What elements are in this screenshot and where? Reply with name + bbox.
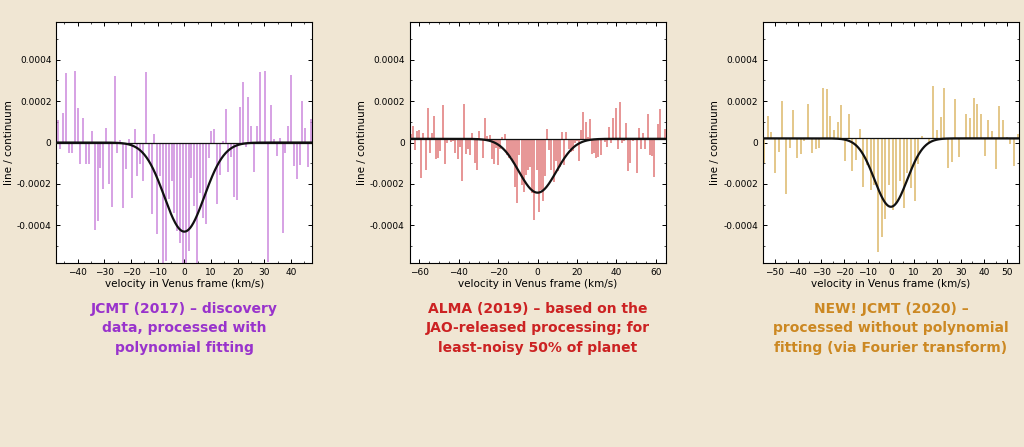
- Text: ALMA (2019) – based on the
JAO-released processing; for
least-noisy 50% of plane: ALMA (2019) – based on the JAO-released …: [426, 302, 649, 355]
- X-axis label: velocity in Venus frame (km/s): velocity in Venus frame (km/s): [104, 279, 264, 289]
- Y-axis label: line / continuum: line / continuum: [357, 100, 368, 185]
- Text: NEW! JCMT (2020) –
processed without polynomial
fitting (via Fourier transform): NEW! JCMT (2020) – processed without pol…: [773, 302, 1009, 355]
- X-axis label: velocity in Venus frame (km/s): velocity in Venus frame (km/s): [811, 279, 971, 289]
- X-axis label: velocity in Venus frame (km/s): velocity in Venus frame (km/s): [458, 279, 617, 289]
- Y-axis label: line / continuum: line / continuum: [711, 100, 721, 185]
- Text: JCMT (2017) – discovery
data, processed with
polynomial fitting: JCMT (2017) – discovery data, processed …: [91, 302, 278, 355]
- Y-axis label: line / continuum: line / continuum: [4, 100, 14, 185]
